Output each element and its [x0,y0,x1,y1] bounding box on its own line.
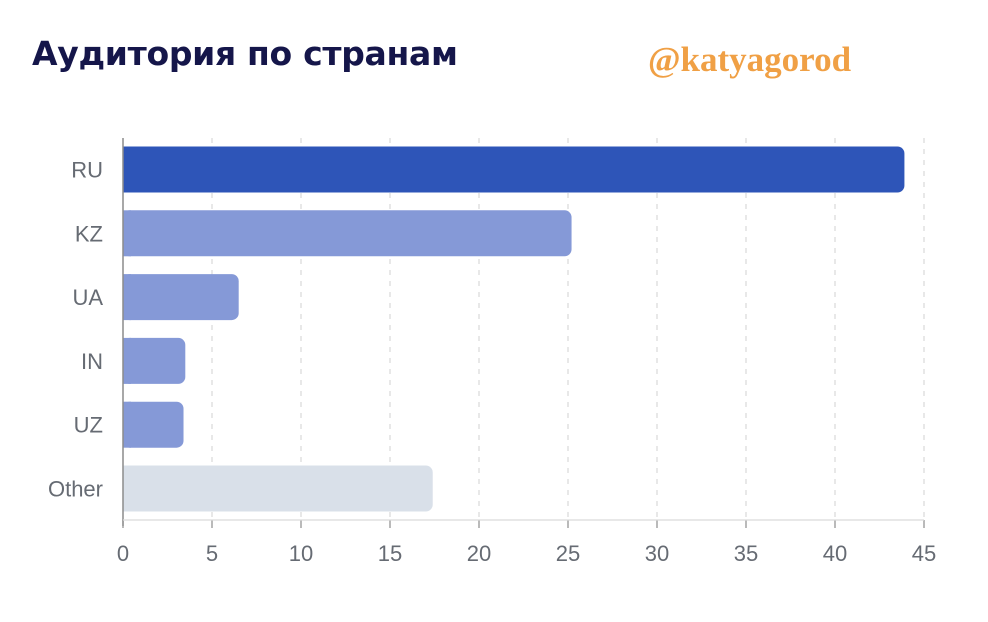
bars [123,146,905,512]
bar-ua-base [123,274,131,321]
category-label: KZ [75,221,103,246]
bar-other-base [123,465,131,512]
x-tick-label: 20 [467,541,491,566]
x-tick-label: 40 [823,541,847,566]
category-label: UZ [74,413,103,438]
x-tick-label: 35 [734,541,758,566]
x-tick-label: 5 [206,541,218,566]
bar-kz-base [123,210,131,257]
bar-ru-base [123,146,131,193]
chart-title: Аудитория по странам [32,34,458,73]
category-labels: RU KZ UA IN UZ Other [48,158,103,502]
bar-uz-base [123,401,131,448]
x-tick-label: 30 [645,541,669,566]
x-tick-label: 25 [556,541,580,566]
category-label: RU [71,158,103,183]
x-tick-labels: 0 5 10 15 20 25 30 35 40 45 [117,541,936,566]
bar-in [123,337,186,384]
axes [122,138,925,528]
category-label: Other [48,477,103,502]
bar-kz [123,210,572,257]
x-tick-label: 15 [378,541,402,566]
category-label: UA [72,285,103,310]
x-tick-label: 45 [912,541,936,566]
x-tick-label: 10 [289,541,313,566]
gridlines [211,138,925,520]
x-tick-label: 0 [117,541,129,566]
author-handle: @katyagorod [648,40,852,79]
bar-other [123,465,433,512]
bar-in-base [123,337,131,384]
bar-ru [123,146,905,193]
bar-uz [123,401,184,448]
category-label: IN [81,349,103,374]
bar-ua [123,274,239,321]
